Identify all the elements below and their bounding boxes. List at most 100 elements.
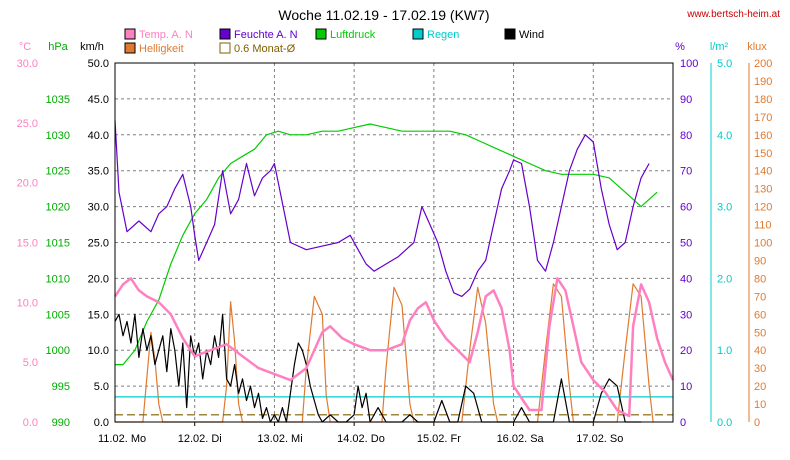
series-line-feuchte-a-n: [114, 120, 650, 297]
brightness-tick-label: 70: [754, 291, 766, 303]
humidity-axis-label: %: [675, 41, 685, 53]
pressure-tick-label: 1015: [46, 238, 70, 250]
axis-titles: °C hPa km/h % l/m² klux: [19, 41, 767, 53]
brightness-tick-label: 100: [754, 238, 772, 250]
rain-tick-label: 4.0: [717, 130, 732, 142]
brightness-tick-label: 10: [754, 399, 766, 411]
pressure-tick-label: 990: [52, 417, 70, 429]
brightness-tick-label: 110: [754, 220, 772, 232]
brightness-tick-label: 60: [754, 309, 766, 321]
humidity-tick-label: 100: [680, 58, 698, 70]
site-url: www.bertsch-heim.at: [686, 9, 780, 20]
rain-tick-label: 5.0: [717, 58, 732, 70]
brightness-tick-label: 160: [754, 130, 772, 142]
x-tick-label: 13.02. Mi: [257, 433, 302, 445]
brightness-axis-label: klux: [747, 41, 767, 53]
legend-swatch: [504, 28, 516, 40]
pressure-tick-label: 1005: [46, 309, 70, 321]
humidity-tick-label: 50: [680, 238, 692, 250]
wind-tick-label: 10.0: [88, 345, 109, 357]
brightness-tick-label: 180: [754, 94, 772, 106]
brightness-tick-label: 90: [754, 255, 766, 267]
brightness-tick-label: 200: [754, 58, 772, 70]
legend-swatch: [124, 28, 136, 40]
pressure-axis-label: hPa: [48, 41, 68, 53]
brightness-tick-label: 0: [754, 417, 760, 429]
temp-tick-label: 15.0: [17, 238, 38, 250]
series-line-temp-a-n: [113, 277, 675, 418]
legend-swatch: [219, 28, 231, 40]
pressure-tick-label: 1010: [46, 273, 70, 285]
series-line-luftdruck: [115, 123, 658, 366]
legend-label: Wind: [519, 29, 544, 41]
rain-tick-label: 2.0: [717, 273, 732, 285]
wind-tick-label: 5.0: [94, 381, 109, 393]
humidity-tick-label: 70: [680, 166, 692, 178]
temp-tick-label: 25.0: [17, 118, 38, 130]
wind-tick-label: 25.0: [88, 238, 109, 250]
wind-axis-label: km/h: [80, 41, 104, 53]
brightness-tick-label: 170: [754, 112, 772, 124]
wind-tick-label: 0.0: [94, 417, 109, 429]
legend-swatch: [219, 42, 231, 54]
wind-tick-label: 45.0: [88, 94, 109, 106]
humidity-tick-label: 60: [680, 202, 692, 214]
brightness-tick-label: 190: [754, 76, 772, 88]
humidity-tick-label: 0: [680, 417, 686, 429]
rain-axis-label: l/m²: [710, 41, 729, 53]
legend-label: Helligkeit: [139, 43, 184, 55]
rain-tick-label: 3.0: [717, 202, 732, 214]
temp-tick-label: 10.0: [17, 297, 38, 309]
brightness-tick-label: 40: [754, 345, 766, 357]
wind-tick-label: 35.0: [88, 166, 109, 178]
wind-tick-label: 30.0: [88, 202, 109, 214]
brightness-tick-label: 80: [754, 273, 766, 285]
legend-label: Temp. A. N: [139, 29, 193, 41]
series-line-wind: [114, 313, 642, 423]
humidity-tick-label: 40: [680, 273, 692, 285]
chart-title: Woche 11.02.19 - 17.02.19 (KW7): [278, 7, 489, 23]
temp-tick-label: 20.0: [17, 178, 38, 190]
brightness-tick-label: 20: [754, 381, 766, 393]
pressure-tick-label: 995: [52, 381, 70, 393]
axis-ticks: 0.05.010.015.020.025.030.099099510001005…: [17, 58, 773, 445]
wind-tick-label: 50.0: [88, 58, 109, 70]
humidity-tick-label: 90: [680, 94, 692, 106]
legend-label: Feuchte A. N: [234, 29, 298, 41]
legend-label: 0.6 Monat-Ø: [234, 43, 296, 55]
x-tick-label: 11.02. Mo: [98, 433, 146, 445]
temp-axis-label: °C: [19, 41, 31, 53]
x-tick-label: 17.02. So: [576, 433, 623, 445]
humidity-tick-label: 30: [680, 309, 692, 321]
x-tick-label: 14.02. Do: [337, 433, 385, 445]
plot-frame: [114, 62, 674, 423]
pressure-tick-label: 1000: [46, 345, 70, 357]
temp-tick-label: 5.0: [23, 357, 38, 369]
grid: [114, 63, 674, 426]
humidity-tick-label: 10: [680, 381, 692, 393]
brightness-tick-label: 50: [754, 327, 766, 339]
legend-swatch: [124, 42, 136, 54]
brightness-tick-label: 140: [754, 166, 772, 178]
legend: Temp. A. N Feuchte A. N Luftdruck Regen Wind…: [124, 28, 544, 55]
brightness-tick-label: 30: [754, 363, 766, 375]
legend-label: Regen: [427, 29, 459, 41]
legend-swatch: [315, 28, 327, 40]
temp-tick-label: 30.0: [17, 58, 38, 70]
legend-swatch: [412, 28, 424, 40]
rain-tick-label: 1.0: [717, 345, 732, 357]
pressure-tick-label: 1025: [46, 166, 70, 178]
pressure-tick-label: 1020: [46, 202, 70, 214]
rain-tick-label: 0.0: [717, 417, 732, 429]
brightness-tick-label: 150: [754, 148, 772, 160]
wind-tick-label: 40.0: [88, 130, 109, 142]
legend-label: Luftdruck: [330, 29, 376, 41]
humidity-tick-label: 20: [680, 345, 692, 357]
brightness-tick-label: 120: [754, 202, 772, 214]
humidity-tick-label: 80: [680, 130, 692, 142]
brightness-tick-label: 130: [754, 184, 772, 196]
pressure-tick-label: 1030: [46, 130, 70, 142]
pressure-tick-label: 1035: [46, 94, 70, 106]
temp-tick-label: 0.0: [23, 417, 38, 429]
